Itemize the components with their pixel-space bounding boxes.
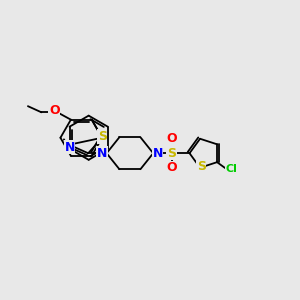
Text: S: S (167, 147, 176, 160)
Text: S: S (197, 160, 206, 173)
Text: N: N (152, 147, 163, 160)
Text: S: S (98, 130, 107, 143)
Text: N: N (97, 147, 107, 160)
Text: N: N (64, 141, 75, 154)
Text: O: O (166, 132, 177, 145)
Text: O: O (49, 104, 60, 117)
Text: O: O (166, 161, 177, 175)
Text: Cl: Cl (226, 164, 238, 174)
